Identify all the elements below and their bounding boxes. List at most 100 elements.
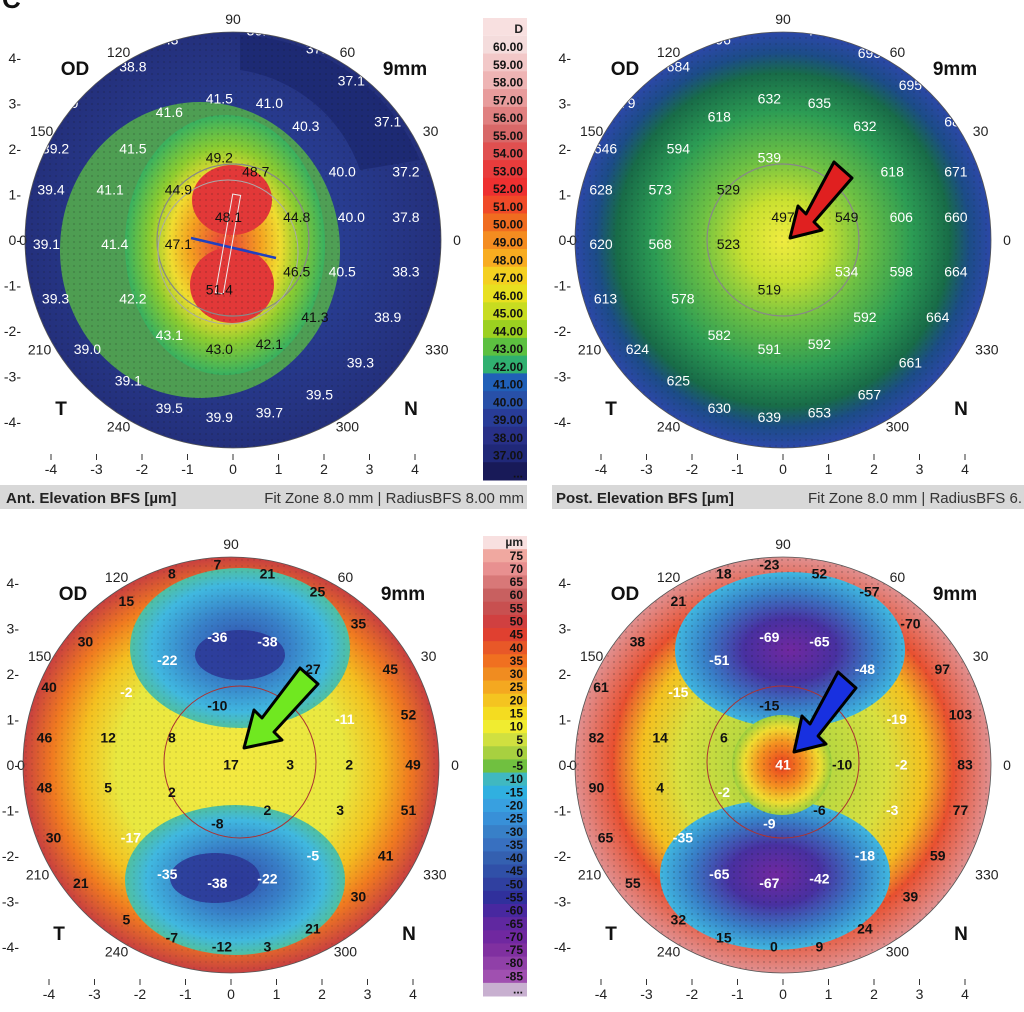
map-value: -42 <box>809 870 829 886</box>
map-value: 48 <box>37 779 53 795</box>
map-value: 17 <box>223 757 239 773</box>
scale-label: -85 <box>506 969 524 983</box>
map-value: 39.0 <box>51 95 78 111</box>
scale-label: -55 <box>506 891 524 905</box>
map-value: 539 <box>758 150 782 166</box>
scale-label: 43.00 <box>493 342 523 356</box>
footer-top-left: Ant. Elevation BFS [µm] Fit Zone 8.0 mm … <box>0 485 527 509</box>
dot-overlay <box>575 32 991 448</box>
map-value: 41.3 <box>301 309 328 325</box>
map-value: 0 <box>770 939 778 955</box>
x-tick-label: 1 <box>273 986 281 1002</box>
scale-swatch <box>483 106 527 126</box>
x-tick-label: 1 <box>825 461 833 477</box>
map-value: 664 <box>926 309 950 325</box>
scale-label: 60.00 <box>493 40 523 54</box>
y-tick-label: -2- <box>554 848 571 864</box>
map-value: 695 <box>899 77 923 93</box>
scale-label: 75 <box>510 549 524 563</box>
angle-label: 210 <box>26 866 50 882</box>
scale-swatch <box>483 355 527 374</box>
zone-size-label: 9mm <box>933 59 977 80</box>
map-value: 591 <box>758 341 782 357</box>
dot-overlay <box>23 557 439 973</box>
map-value: 613 <box>594 291 618 307</box>
map-value: 21 <box>671 593 687 609</box>
scale-swatch <box>483 746 527 760</box>
scale-swatch <box>483 231 527 250</box>
map-value: 664 <box>944 263 968 279</box>
scale-label: -70 <box>506 930 524 944</box>
y-tick-label: -3- <box>554 894 571 910</box>
angle-label: 30 <box>973 123 989 139</box>
angle-label: 150 <box>580 123 604 139</box>
map-value: 38.3 <box>392 263 419 279</box>
map-value: -22 <box>157 652 177 668</box>
map-value: 39.5 <box>156 400 183 416</box>
footer-bar <box>0 485 527 509</box>
map-value: -11 <box>335 711 355 727</box>
map-value: 630 <box>708 400 732 416</box>
x-tick-label: -3 <box>640 986 653 1002</box>
map-value: 77 <box>953 802 969 818</box>
map-value: -35 <box>157 866 177 882</box>
map-value: 606 <box>890 209 914 225</box>
map-value: 39 <box>903 889 919 905</box>
scale-swatch <box>483 614 527 629</box>
pupil-circle <box>157 179 299 325</box>
angle-label: 0 <box>569 232 577 248</box>
scale-label: -20 <box>506 799 524 813</box>
map-value: -10 <box>207 697 227 713</box>
angle-label: 300 <box>886 418 910 434</box>
y-tick-label: -4- <box>4 414 21 430</box>
scale-label: -45 <box>506 864 524 878</box>
angle-label: 150 <box>30 123 54 139</box>
scale-swatch <box>483 864 527 879</box>
eye-side-label: OD <box>611 59 640 80</box>
map-value: 8 <box>168 565 176 581</box>
y-tick-label: 2- <box>9 141 22 157</box>
scale-swatch <box>483 654 527 668</box>
angle-label: 0 <box>1003 232 1011 248</box>
angle-label: 60 <box>338 569 354 585</box>
scale-swatch <box>483 302 527 321</box>
y-tick-label: -2- <box>4 323 21 339</box>
y-tick-label: 0- <box>559 232 572 248</box>
map-value: 598 <box>890 263 914 279</box>
fit-zone-circle <box>156 163 310 317</box>
map-value: 46 <box>37 729 53 745</box>
scale-swatch <box>483 890 527 905</box>
scale-swatch <box>483 917 527 931</box>
map-value: -48 <box>855 661 875 677</box>
scale-label: -60 <box>506 904 524 918</box>
map-value: -36 <box>207 629 227 645</box>
scale-swatch <box>483 759 527 774</box>
map-value: 83 <box>957 757 973 773</box>
scale-label: 50 <box>510 615 524 629</box>
map-value: 52 <box>812 565 828 581</box>
scale-label: 20 <box>510 693 524 707</box>
scale-swatch <box>483 641 527 655</box>
scale-swatch <box>483 680 527 695</box>
fit-zone-circle <box>706 685 860 839</box>
y-tick-label: 4- <box>559 575 572 591</box>
map-value: 41.4 <box>101 236 128 252</box>
map-value: 40 <box>41 679 57 695</box>
map-value: 37.1 <box>338 72 365 88</box>
x-tick-label: 2 <box>318 986 326 1002</box>
map-value: -19 <box>887 711 907 727</box>
y-tick-label: -4- <box>554 414 571 430</box>
scale-swatch <box>483 667 527 682</box>
map-value: 618 <box>708 109 732 125</box>
scale-label: 37.00 <box>493 449 523 463</box>
map-value: 39.9 <box>206 409 233 425</box>
map-value: 39.2 <box>42 141 69 157</box>
scale-swatch <box>483 693 527 708</box>
x-tick-label: 3 <box>364 986 372 1002</box>
x-tick-label: -2 <box>686 461 699 477</box>
map-value: 48.1 <box>215 209 242 225</box>
scale-label: 59.00 <box>493 58 523 72</box>
map-value: 44.9 <box>165 182 192 198</box>
map-value: -8 <box>211 816 224 832</box>
values-layer: 37.6 36.5 38.3 37.0 38.8 37.1 39.0 41.6 41.5 41.0… <box>33 18 420 425</box>
